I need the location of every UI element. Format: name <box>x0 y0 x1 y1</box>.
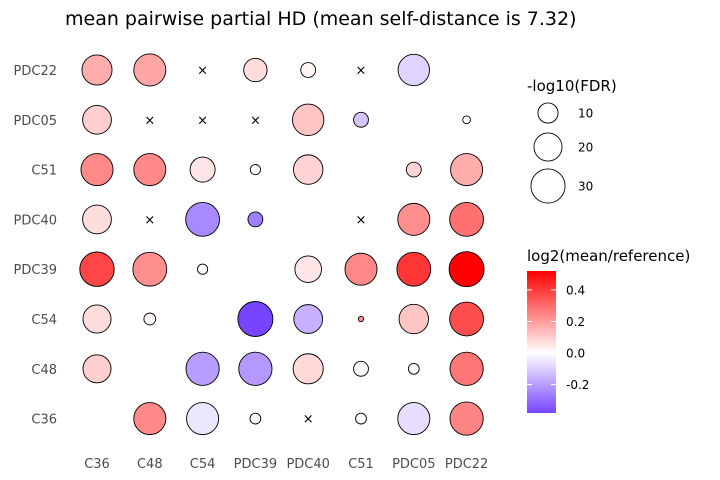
color-legend-title: log2(mean/reference) <box>527 247 690 265</box>
dot-pdc22-pdc39 <box>243 57 268 83</box>
dot-c36-pdc05 <box>397 402 431 436</box>
color-legend-bar <box>527 271 556 413</box>
y-axis-tick-labels: PDC22 PDC05 C51 PDC40 PDC39 C54 C48 C36 <box>14 64 57 428</box>
dot-c36-pdc39 <box>249 412 262 425</box>
cross-mark-pdc40-c48: × <box>144 213 155 228</box>
dot-c51-c54 <box>189 156 216 183</box>
y-tick-label-c48: C48 <box>31 363 57 378</box>
x-tick-label-pdc39: PDC39 <box>234 457 277 472</box>
color-legend-ticks: 0.4 0.2 0.0 -0.2 <box>527 283 589 392</box>
color-legend-label-0: 0.4 <box>566 283 585 297</box>
dot-matrix-marks: × × × × × × × × <box>79 53 485 436</box>
y-tick-label-c54: C54 <box>31 313 57 328</box>
color-legend-label-2: 0.0 <box>566 347 585 361</box>
color-legend-label-3: -0.2 <box>566 378 589 392</box>
dot-c48-c36 <box>82 354 112 384</box>
y-tick-label-c36: C36 <box>31 413 57 428</box>
size-legend-label-20: 20 <box>578 141 593 155</box>
dot-c54-pdc05 <box>398 303 429 335</box>
dot-c48-pdc40 <box>292 353 324 385</box>
dot-pdc22-c48 <box>133 53 167 87</box>
dot-c54-pdc40 <box>293 304 324 334</box>
dot-pdc40-pdc22 <box>449 202 484 237</box>
dot-pdc40-pdc05 <box>397 202 431 236</box>
size-legend-key-10 <box>537 102 559 124</box>
y-tick-label-pdc40: PDC40 <box>14 213 57 228</box>
x-tick-label-pdc22: PDC22 <box>445 457 488 472</box>
dot-c36-c54 <box>186 402 220 436</box>
dot-pdc39-c51 <box>344 252 378 286</box>
size-legend-label-30: 30 <box>578 180 593 194</box>
x-tick-label-c36: C36 <box>84 457 110 472</box>
dot-c51-pdc40 <box>293 154 324 185</box>
y-tick-label-pdc22: PDC22 <box>14 64 57 79</box>
dot-c54-c51 <box>357 315 365 323</box>
dot-c36-c48 <box>133 402 167 436</box>
dot-c54-pdc39 <box>237 301 274 337</box>
x-tick-label-c48: C48 <box>137 457 163 472</box>
size-legend-title: -log10(FDR) <box>527 77 617 95</box>
dot-pdc39-pdc40 <box>294 255 322 283</box>
size-legend-label-10: 10 <box>578 107 593 121</box>
dot-pdc40-c36 <box>82 204 112 235</box>
size-legend: -log10(FDR) 10 20 30 <box>527 77 617 204</box>
y-tick-label-c51: C51 <box>31 164 57 179</box>
dot-c36-pdc22 <box>449 401 484 436</box>
cross-mark-pdc05-c54: × <box>197 113 208 128</box>
dot-c54-pdc22 <box>449 301 484 337</box>
dot-c48-pdc05 <box>407 362 420 375</box>
dot-pdc05-c36 <box>82 104 112 135</box>
dot-pdc05-pdc40 <box>292 103 325 136</box>
dot-pdc39-c36 <box>79 251 115 287</box>
size-legend-key-30 <box>530 168 566 204</box>
dot-c48-pdc22 <box>449 351 484 386</box>
y-tick-label-pdc05: PDC05 <box>14 114 57 129</box>
x-axis-tick-labels: C36 C48 C54 PDC39 PDC40 C51 PDC05 PDC22 <box>84 457 488 472</box>
dot-c51-pdc05 <box>405 161 422 178</box>
x-tick-label-pdc05: PDC05 <box>392 457 435 472</box>
cross-mark-c36-pdc40: × <box>303 412 314 427</box>
cross-mark-pdc22-c54: × <box>197 64 208 79</box>
y-tick-label-pdc39: PDC39 <box>14 263 57 278</box>
cross-mark-pdc05-pdc39: × <box>250 113 261 128</box>
dot-c48-pdc39 <box>238 351 273 386</box>
size-legend-items: 10 20 30 <box>530 102 593 204</box>
color-legend: log2(mean/reference) 0.4 0.2 0.0 -0.2 <box>527 247 690 413</box>
dot-pdc40-c54 <box>185 202 220 237</box>
dot-c48-c51 <box>353 360 369 377</box>
dot-c54-c48 <box>143 312 157 326</box>
dot-pdc39-c54 <box>197 263 209 275</box>
dot-c51-c36 <box>80 153 114 187</box>
x-tick-label-c51: C51 <box>348 457 374 472</box>
x-tick-label-c54: C54 <box>190 457 216 472</box>
dot-pdc40-pdc39 <box>247 211 264 228</box>
dot-c54-c36 <box>82 304 112 334</box>
dot-pdc22-pdc40 <box>300 62 317 78</box>
dot-pdc39-pdc05 <box>396 251 432 287</box>
dot-pdc22-c36 <box>81 54 113 86</box>
dot-c36-c51 <box>355 412 367 425</box>
chart-title: mean pairwise partial HD (mean self-dist… <box>65 8 577 30</box>
cross-mark-pdc22-c51: × <box>356 64 367 79</box>
dot-c51-pdc22 <box>450 153 484 187</box>
cross-mark-pdc05-c48: × <box>144 113 155 128</box>
dot-pdc22-pdc05 <box>397 53 430 87</box>
dot-pdc39-c48 <box>132 251 168 287</box>
dot-c48-c54 <box>185 351 220 386</box>
dot-pdc05-pdc22 <box>462 115 471 125</box>
dot-c51-pdc39 <box>249 164 261 176</box>
dot-c51-c48 <box>133 153 167 187</box>
dot-pdc05-c51 <box>353 111 369 128</box>
x-tick-label-pdc40: PDC40 <box>286 457 329 472</box>
size-legend-key-20 <box>533 132 563 162</box>
color-legend-label-1: 0.2 <box>566 315 585 329</box>
dot-pdc39-pdc22 <box>448 251 485 288</box>
cross-mark-pdc40-c51: × <box>356 213 367 228</box>
